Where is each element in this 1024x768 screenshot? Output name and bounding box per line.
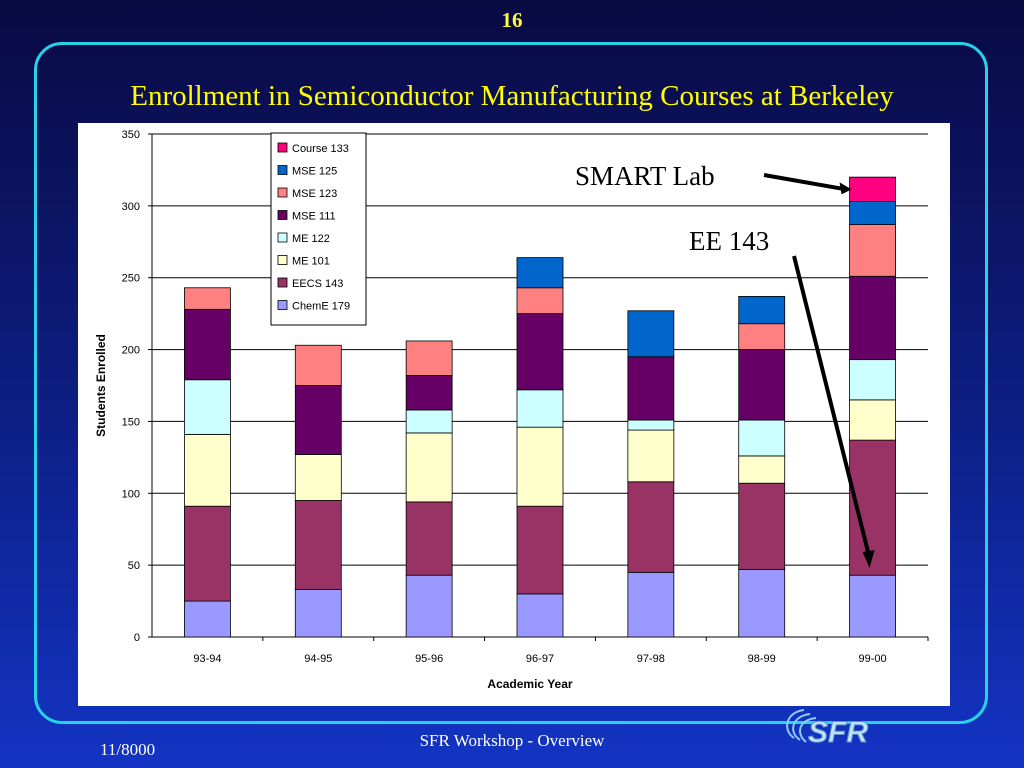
bar-segment-me-101 <box>516 426 564 507</box>
bar-segment-cheme-179 <box>184 600 231 638</box>
bar-segment-eecs-143 <box>516 505 564 595</box>
legend-swatch <box>277 165 288 175</box>
legend-swatch <box>277 300 288 310</box>
bar-segment-me-122 <box>405 409 453 434</box>
sfr-logo: SFR <box>786 709 869 750</box>
bar-segment-mse-125 <box>738 295 786 325</box>
bar-segment-mse-123 <box>405 340 453 376</box>
bar-segment-mse-123 <box>184 287 231 310</box>
bar-segment-mse-123 <box>738 323 786 350</box>
bar-segment-mse-125 <box>516 257 564 289</box>
bar-segment-cheme-179 <box>516 593 564 638</box>
x-tick-label: 97-98 <box>637 653 665 665</box>
bar-segment-mse-111 <box>516 313 564 391</box>
y-axis-title: Students Enrolled <box>94 334 108 437</box>
x-tick-label: 94-95 <box>304 653 332 665</box>
page-number: 16 <box>501 8 523 32</box>
legend-swatch <box>277 187 288 198</box>
slide-frame <box>34 42 988 724</box>
annotation-arrowhead-smart-lab <box>839 182 852 195</box>
legend-label: ChemE 179 <box>292 301 350 313</box>
x-tick-label: 96-97 <box>526 653 554 665</box>
bar-segment-mse-123 <box>294 344 342 386</box>
legend-label: MSE 111 <box>292 211 336 223</box>
bar-segment-mse-125 <box>627 310 675 358</box>
bar-segment-me-122 <box>849 359 896 401</box>
bar-segment-me-122 <box>627 419 675 431</box>
x-tick-label: 93-94 <box>193 653 221 665</box>
bar-segment-cheme-179 <box>405 574 453 638</box>
y-tick-label: 50 <box>128 560 140 572</box>
legend-label: MSE 123 <box>292 188 337 200</box>
bar-segment-me-101 <box>184 433 231 507</box>
bar-segment-me-122 <box>738 419 786 457</box>
legend-swatch <box>277 210 288 220</box>
y-tick-label: 350 <box>122 129 140 141</box>
bar-segment-cheme-179 <box>627 571 675 638</box>
legend-swatch <box>277 142 288 153</box>
legend-label: EECS 143 <box>292 278 343 290</box>
legend-label: Course 133 <box>292 143 349 155</box>
sfr-logo-text: SFR <box>808 716 868 749</box>
bar-segment-eecs-143 <box>738 482 786 570</box>
annotation-arrow-smart-lab <box>763 173 846 192</box>
bar-segment-me-101 <box>405 432 453 503</box>
y-tick-label: 150 <box>122 416 140 428</box>
bar-segment-me-101 <box>627 429 675 483</box>
bar-segment-me-101 <box>294 454 342 501</box>
bar-segment-mse-111 <box>294 385 342 455</box>
bar-segment-mse-111 <box>405 375 453 411</box>
x-axis-title: Academic Year <box>487 677 573 691</box>
chart-panel: 0 50 100 150 200 250 300 350 93-94 94-95 95-96 96-9… <box>78 123 950 706</box>
annotation-arrowhead-ee143 <box>862 550 875 569</box>
legend-label: ME 101 <box>292 256 330 268</box>
slide-title: Enrollment in Semiconductor Manufacturin… <box>130 80 894 112</box>
bar-segment-me-122 <box>516 389 564 428</box>
legend-swatch <box>277 232 288 243</box>
bar-segment-cheme-179 <box>849 574 896 638</box>
bar-segment-mse-111 <box>627 356 675 421</box>
stacked-bar-chart: 0 50 100 150 200 250 300 350 93-94 94-95 95-96 96-9… <box>94 129 929 691</box>
bar-segment-course-133 <box>849 176 896 202</box>
y-tick-label: 300 <box>122 201 140 213</box>
bar-segment-mse-111 <box>184 308 231 381</box>
bar-segment-eecs-143 <box>294 500 342 590</box>
legend-swatch <box>277 255 288 265</box>
footer-date: 11/8000 <box>100 740 156 759</box>
legend-label: MSE 125 <box>292 166 337 178</box>
y-tick-label: 250 <box>122 273 140 285</box>
y-tick-label: 200 <box>122 345 140 357</box>
y-tick-label: 100 <box>122 488 140 500</box>
bar-segment-eecs-143 <box>184 505 231 602</box>
footer-title: SFR Workshop - Overview <box>419 731 605 750</box>
bar-segment-me-101 <box>849 399 896 441</box>
x-tick-label: 99-00 <box>859 653 887 665</box>
bar-segment-mse-123 <box>516 287 564 315</box>
bar-segment-me-122 <box>184 379 231 435</box>
legend-box <box>270 132 367 326</box>
legend-label: ME 122 <box>292 233 330 245</box>
bar-segment-mse-111 <box>738 349 786 421</box>
annotation-ee143: EE 143 <box>689 226 769 256</box>
annotation-smart-lab: SMART Lab <box>575 161 715 191</box>
x-tick-label: 98-99 <box>748 653 776 665</box>
x-tick-label: 95-96 <box>415 653 443 665</box>
bar-segment-mse-123 <box>849 224 896 277</box>
sfr-logo-swirl <box>786 709 817 743</box>
bar-segment-eecs-143 <box>405 501 453 576</box>
legend-swatch <box>277 277 288 288</box>
annotation-arrow-ee143 <box>792 255 872 559</box>
bar-segment-mse-111 <box>849 275 896 361</box>
bar-segment-eecs-143 <box>627 481 675 573</box>
bar-segment-mse-125 <box>849 201 896 225</box>
bar-segment-cheme-179 <box>738 569 786 638</box>
y-tick-label: 0 <box>134 632 140 644</box>
bar-segment-cheme-179 <box>294 589 342 638</box>
bar-segment-me-101 <box>738 455 786 484</box>
